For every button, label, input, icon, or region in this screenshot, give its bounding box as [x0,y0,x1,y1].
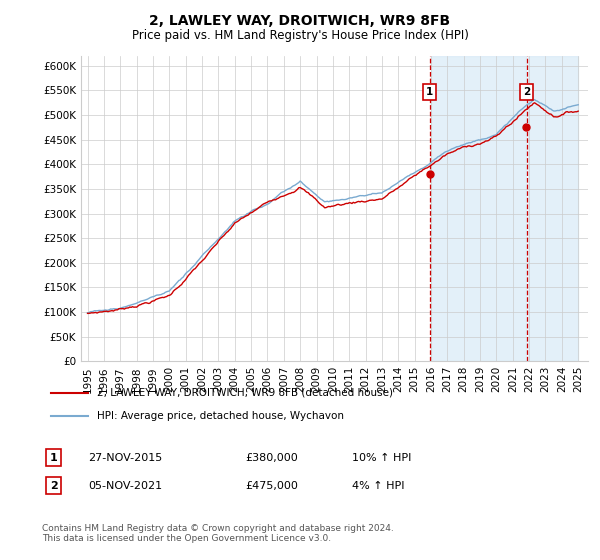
Text: 2, LAWLEY WAY, DROITWICH, WR9 8FB (detached house): 2, LAWLEY WAY, DROITWICH, WR9 8FB (detac… [97,388,394,398]
Text: Price paid vs. HM Land Registry's House Price Index (HPI): Price paid vs. HM Land Registry's House … [131,29,469,42]
Text: 1: 1 [50,453,58,463]
Text: 2: 2 [523,87,530,97]
Text: £380,000: £380,000 [245,453,298,463]
Text: 27-NOV-2015: 27-NOV-2015 [88,453,163,463]
Text: 05-NOV-2021: 05-NOV-2021 [88,481,163,491]
Text: HPI: Average price, detached house, Wychavon: HPI: Average price, detached house, Wych… [97,411,344,421]
Text: 4% ↑ HPI: 4% ↑ HPI [352,481,404,491]
Text: £475,000: £475,000 [245,481,298,491]
Text: 10% ↑ HPI: 10% ↑ HPI [352,453,411,463]
Text: 1: 1 [426,87,433,97]
Text: 2, LAWLEY WAY, DROITWICH, WR9 8FB: 2, LAWLEY WAY, DROITWICH, WR9 8FB [149,14,451,28]
Text: 2: 2 [50,481,58,491]
Text: Contains HM Land Registry data © Crown copyright and database right 2024.
This d: Contains HM Land Registry data © Crown c… [42,524,394,543]
